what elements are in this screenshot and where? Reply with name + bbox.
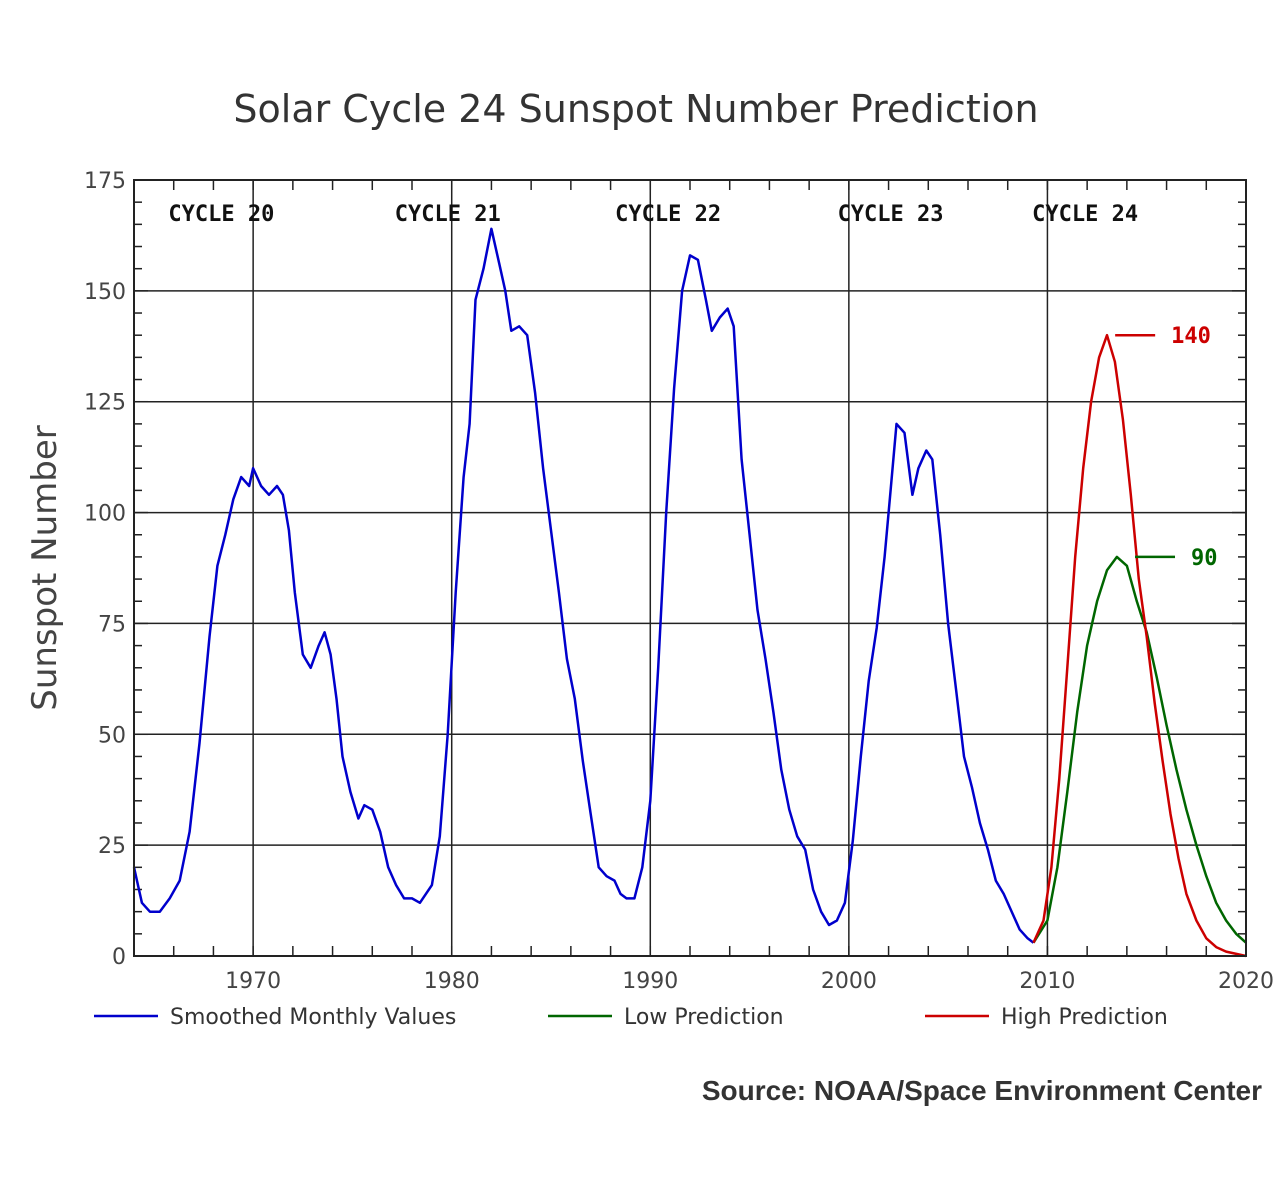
peak-annotations: 140 90 [1115, 324, 1218, 571]
chart-title: Solar Cycle 24 Sunspot Number Prediction [233, 87, 1038, 131]
y-tick-label: 75 [98, 612, 126, 637]
x-tick-label: 1980 [424, 969, 480, 994]
x-tick-labels: 1970 1980 1990 2000 2010 2020 [225, 969, 1274, 994]
series-line-low-prediction [1032, 555, 1247, 944]
series-line-smoothed-monthly-values [132, 227, 1035, 944]
cycle-label: CYCLE 23 [838, 202, 944, 227]
y-tick-labels: 175 150 125 100 75 50 25 0 [84, 169, 126, 970]
cycle-label: CYCLE 20 [168, 202, 274, 227]
x-tick-label: 1990 [622, 969, 678, 994]
legend-label: Low Prediction [624, 1005, 784, 1030]
y-axis-label: Sunspot Number [25, 425, 65, 711]
y-tick-label: 25 [98, 834, 126, 859]
y-tick-label: 150 [84, 280, 126, 305]
series-line-high-prediction [1032, 333, 1247, 958]
y-tick-label: 100 [84, 502, 126, 527]
plot-frame [133, 179, 1247, 957]
annotation-label: 140 [1171, 324, 1211, 349]
cycle-label: CYCLE 21 [395, 202, 501, 227]
y-tick-label: 0 [112, 945, 126, 970]
x-tick-label: 2020 [1218, 969, 1274, 994]
legend-label: Smoothed Monthly Values [170, 1005, 456, 1030]
annotation-label: 90 [1191, 546, 1218, 571]
y-tick-label: 125 [84, 391, 126, 416]
cycle-label: CYCLE 22 [615, 202, 721, 227]
series-lines [132, 227, 1247, 958]
source-caption: Source: NOAA/Space Environment Center [701, 1075, 1262, 1106]
cycle-label: CYCLE 24 [1032, 202, 1138, 227]
grid [133, 179, 1247, 957]
x-tick-label: 2000 [821, 969, 877, 994]
y-tick-label: 50 [98, 723, 126, 748]
cycle-labels: CYCLE 20 CYCLE 21 CYCLE 22 CYCLE 23 CYCLE 24 [168, 202, 1138, 227]
x-tick-label: 2010 [1019, 969, 1075, 994]
legend: Smoothed Monthly Values Low Prediction Hig… [94, 1005, 1168, 1030]
x-tick-label: 1970 [225, 969, 281, 994]
legend-label: High Prediction [1001, 1005, 1168, 1030]
y-tick-label: 175 [84, 169, 126, 194]
